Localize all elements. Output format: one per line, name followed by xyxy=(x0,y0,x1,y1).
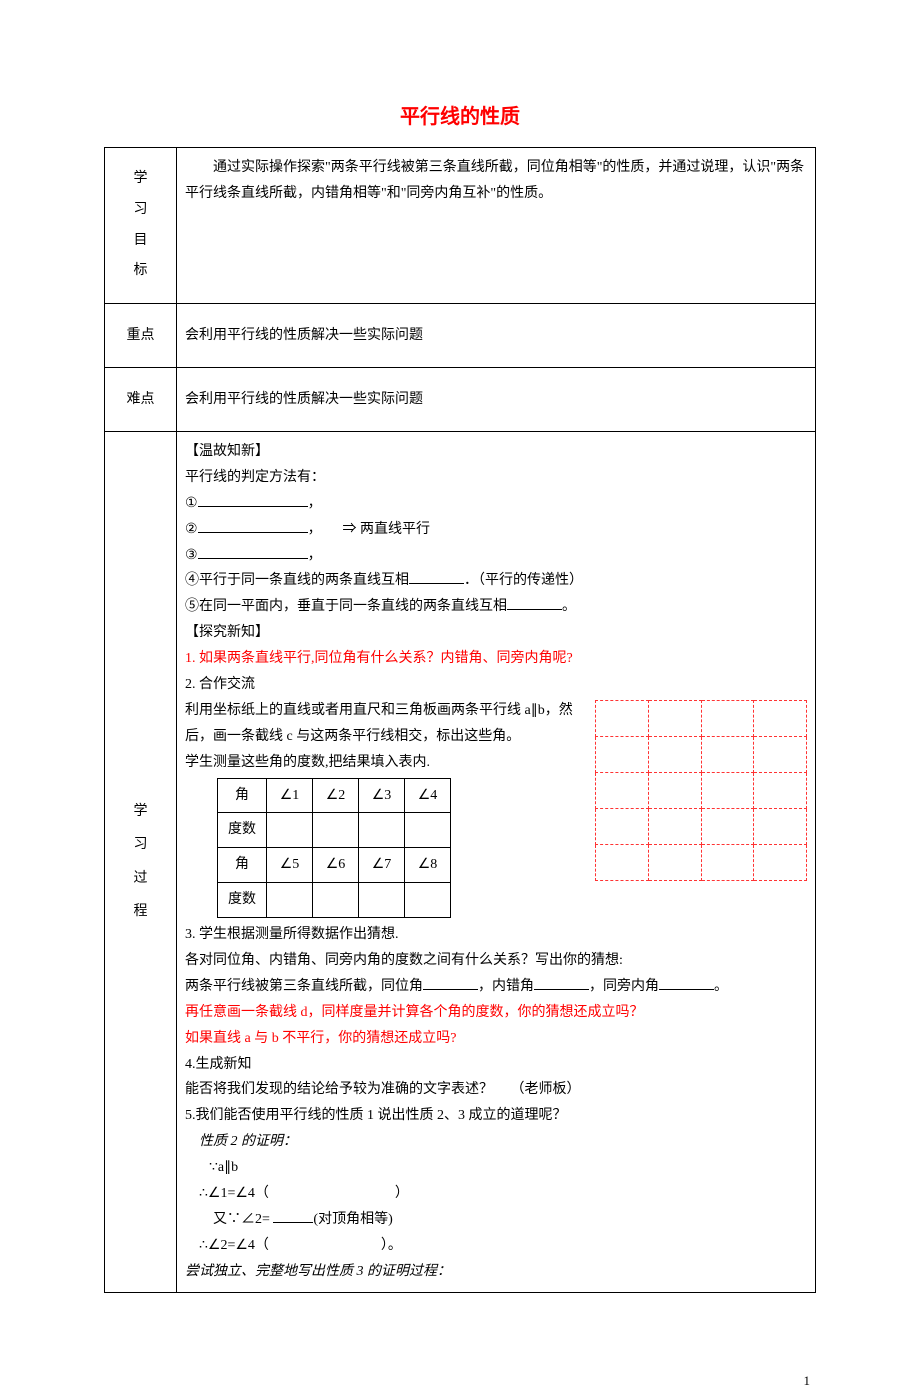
th-a7: ∠7 xyxy=(359,848,405,883)
sec1-line4: ③， xyxy=(185,543,807,569)
sec1-line3: ②， ⇒ 两直线平行 xyxy=(185,517,807,543)
cell-d6 xyxy=(313,883,359,918)
difficulty-content: 会利用平行线的性质解决一些实际问题 xyxy=(177,368,816,432)
difficulty-label: 难点 xyxy=(105,368,177,432)
th-a4: ∠4 xyxy=(405,778,451,813)
process-label: 学 习 过 程 xyxy=(134,795,148,929)
cell-d4 xyxy=(405,813,451,848)
sec4-line3: 5.我们能否使用平行线的性质 1 说出性质 2、3 成立的道理呢？ xyxy=(185,1103,807,1129)
sec4-line4: 性质 2 的证明： xyxy=(185,1129,807,1155)
sec3-line3: 两条平行线被第三条直线所截，同位角，内错角，同旁内角。 xyxy=(185,974,807,1000)
sec4-line8: ∴∠2=∠4（ ）。 xyxy=(185,1233,807,1259)
objective-content: 通过实际操作探索"两条平行线被第三条直线所截，同位角相等"的性质，并通过说理，认… xyxy=(177,148,816,304)
obj-char-2: 习 xyxy=(134,195,148,226)
sec1-line2: ①， xyxy=(185,491,807,517)
keypoint-label: 重点 xyxy=(105,304,177,368)
th-a6: ∠6 xyxy=(313,848,359,883)
sec4-line2: 能否将我们发现的结论给予较为准确的文字表述？ （老师板） xyxy=(185,1077,807,1103)
sec3-line5: 如果直线 a 与 b 不平行，你的猜想还成立吗? xyxy=(185,1026,807,1052)
sec4-line9: 尝试独立、完整地写出性质 3 的证明过程： xyxy=(185,1259,807,1285)
th-angle-2: 角 xyxy=(218,848,267,883)
sec4-line6: ∴∠1=∠4（ ） xyxy=(185,1181,807,1207)
sec4-line1: 4.生成新知 xyxy=(185,1052,807,1078)
cell-d1 xyxy=(267,813,313,848)
row-degree-1: 度数 xyxy=(218,813,267,848)
sec1-line6: ⑤在同一平面内，垂直于同一条直线的两条直线互相。 xyxy=(185,594,807,620)
cell-d7 xyxy=(359,883,405,918)
proc-char-3: 过 xyxy=(134,862,148,896)
objective-label-cell: 学 习 目 标 xyxy=(105,148,177,304)
th-a5: ∠5 xyxy=(267,848,313,883)
sec4-line5: ∵a∥b xyxy=(185,1155,807,1181)
cell-d5 xyxy=(267,883,313,918)
keypoint-content: 会利用平行线的性质解决一些实际问题 xyxy=(177,304,816,368)
row-degree-2: 度数 xyxy=(218,883,267,918)
angle-table: 角 ∠1 ∠2 ∠3 ∠4 度数 xyxy=(217,778,451,919)
grid-table xyxy=(595,700,807,881)
process-label-cell: 学 习 过 程 xyxy=(105,432,177,1293)
process-content: 【温故知新】 平行线的判定方法有： ①， ②， ⇒ 两直线平行 ③， ④平行于同 xyxy=(177,432,816,1293)
sec3-line2: 各对同位角、内错角、同旁内角的度数之间有什么关系？写出你的猜想: xyxy=(185,948,807,974)
sec4-line7: 又∵∠2= (对顶角相等) xyxy=(185,1207,807,1233)
page-number: 1 xyxy=(0,1323,920,1389)
proc-char-4: 程 xyxy=(134,895,148,929)
th-a3: ∠3 xyxy=(359,778,405,813)
objective-text: 通过实际操作探索"两条平行线被第三条直线所截，同位角相等"的性质，并通过说理，认… xyxy=(185,160,804,201)
sec1-line5: ④平行于同一条直线的两条直线互相．（平行的传递性） xyxy=(185,568,807,594)
cell-d2 xyxy=(313,813,359,848)
th-angle-1: 角 xyxy=(218,778,267,813)
cell-d3 xyxy=(359,813,405,848)
coordinate-grid xyxy=(595,700,807,880)
sec2-line2: 2. 合作交流 xyxy=(185,672,807,698)
sec2-title: 【探究新知】 xyxy=(185,620,807,646)
sec2-line3: 利用坐标纸上的直线或者用直尺和三角板画两条平行线 a∥b，然后，画一条截线 c … xyxy=(185,698,587,750)
sec3-line4: 再任意画一条截线 d，同样度量并计算各个角的度数，你的猜想还成立吗？ xyxy=(185,1000,807,1026)
proc-char-1: 学 xyxy=(134,795,148,829)
sec1-title: 【温故知新】 xyxy=(185,439,807,465)
page-title: 平行线的性质 xyxy=(104,100,816,129)
cell-d8 xyxy=(405,883,451,918)
th-a8: ∠8 xyxy=(405,848,451,883)
main-table: 学 习 目 标 通过实际操作探索"两条平行线被第三条直线所截，同位角相等"的性质… xyxy=(104,147,816,1293)
th-a1: ∠1 xyxy=(267,778,313,813)
obj-char-4: 标 xyxy=(134,256,148,287)
sec3-line1: 3. 学生根据测量所得数据作出猜想. xyxy=(185,922,807,948)
obj-char-1: 学 xyxy=(134,164,148,195)
objective-label: 学 习 目 标 xyxy=(134,164,148,287)
proc-char-2: 习 xyxy=(134,828,148,862)
sec1-line1: 平行线的判定方法有： xyxy=(185,465,807,491)
sec2-line1: 1. 如果两条直线平行,同位角有什么关系？内错角、同旁内角呢? xyxy=(185,646,807,672)
th-a2: ∠2 xyxy=(313,778,359,813)
obj-char-3: 目 xyxy=(134,226,148,257)
sec2-line4: 学生测量这些角的度数,把结果填入表内. xyxy=(185,750,587,776)
